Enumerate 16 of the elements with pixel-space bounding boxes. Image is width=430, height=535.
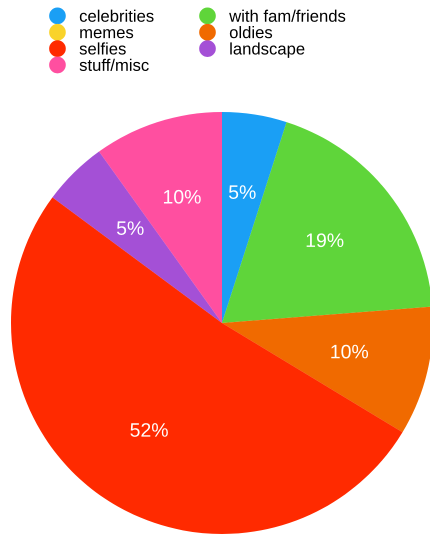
legend-label: memes — [80, 29, 134, 38]
legend-label: with fam/friends — [229, 10, 346, 22]
pie-slice — [222, 112, 287, 323]
data-label: 10% — [164, 190, 201, 204]
pie-slice — [99, 112, 222, 323]
data-label: 19% — [306, 233, 344, 248]
legend-label: oldies — [230, 26, 272, 38]
legend-label: stuff/misc — [80, 58, 149, 71]
legend-label: selfies — [80, 42, 126, 55]
pie-slice — [52, 152, 222, 323]
legend-label: celebrities — [80, 10, 154, 22]
legend-label: landscape — [230, 42, 304, 58]
data-label: 5% — [116, 221, 144, 235]
data-label: 52% — [130, 423, 168, 437]
data-label: 10% — [331, 344, 368, 358]
data-label: 5% — [228, 185, 256, 199]
